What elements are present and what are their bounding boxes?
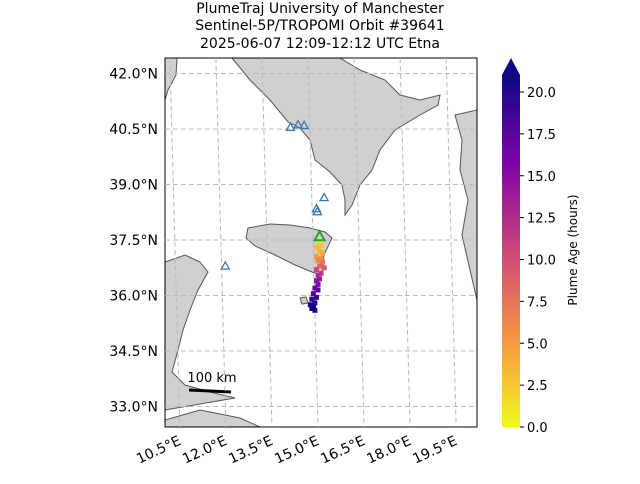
- plume-point: [315, 287, 321, 293]
- plume-point: [313, 254, 319, 260]
- y-tick-label: 33.0°N: [109, 400, 158, 416]
- grid-line: [215, 58, 227, 427]
- plume-point: [320, 259, 326, 265]
- volcano-marker: [299, 119, 310, 130]
- x-tick-label: 12.0°E: [180, 433, 229, 467]
- colorbar-tick-label: 12.5: [527, 212, 556, 227]
- x-tick-label: 10.5°E: [134, 433, 183, 467]
- volcano-marker: [220, 260, 231, 270]
- plume-point: [317, 239, 323, 245]
- y-tick-label: 39.0°N: [109, 178, 158, 194]
- land: [165, 58, 178, 101]
- map-frame: [164, 57, 478, 428]
- land: [454, 109, 477, 301]
- x-tick-label: 16.5°E: [318, 433, 367, 467]
- colorbar: [502, 75, 520, 427]
- volcano-marker: [285, 121, 296, 132]
- x-tick-label: 19.5°E: [410, 433, 459, 467]
- title-line: Sentinel-5P/TROPOMI Orbit #39641: [195, 18, 444, 34]
- land: [231, 58, 441, 217]
- plume-point: [310, 291, 316, 297]
- grid-line: [353, 58, 365, 427]
- land: [245, 223, 333, 276]
- plume-point: [317, 263, 323, 269]
- scale-bar: [188, 388, 232, 394]
- plume-point: [315, 281, 321, 287]
- plume-point: [317, 276, 323, 282]
- grid-line: [445, 58, 457, 427]
- grid-line: [261, 58, 273, 427]
- plume-point: [313, 278, 319, 284]
- x-tick-label: 15.0°E: [272, 433, 321, 467]
- title-line: 2025-06-07 12:09-12:12 UTC Etna: [200, 36, 440, 52]
- plume-point: [315, 272, 321, 278]
- volcano-marker: [319, 192, 330, 202]
- colorbar-tick-label: 10.0: [527, 254, 556, 269]
- grid-line: [307, 58, 319, 427]
- colorbar-tick-label: 2.5: [527, 379, 548, 394]
- map-land: [165, 58, 477, 427]
- plume-point: [315, 257, 321, 263]
- colorbar-tick-label: 0.0: [527, 421, 548, 436]
- volcano-marker: [292, 119, 304, 129]
- x-tick-label: 18.0°E: [364, 433, 413, 467]
- title-line: PlumeTraj University of Manchester: [196, 1, 444, 17]
- land: [165, 254, 236, 411]
- y-tick-label: 34.5°N: [109, 344, 158, 360]
- plume-point: [309, 296, 315, 302]
- y-tick-label: 37.5°N: [109, 233, 158, 249]
- colorbar-tick-label: 17.5: [527, 128, 556, 143]
- land: [299, 296, 309, 305]
- y-tick-label: 36.0°N: [109, 289, 158, 305]
- plume-point: [312, 300, 318, 306]
- plume-point: [313, 267, 319, 273]
- colorbar-extend: [502, 58, 520, 75]
- colorbar-tick-label: 20.0: [527, 86, 556, 101]
- plume-point: [312, 307, 318, 313]
- volcano-marker: [312, 206, 323, 216]
- plume-point: [312, 285, 318, 291]
- plume-point: [321, 265, 327, 271]
- plume-point: [320, 250, 326, 256]
- plume-point: [317, 248, 323, 254]
- colorbar-tick-label: 7.5: [527, 295, 548, 310]
- y-tick-label: 40.5°N: [109, 122, 158, 138]
- colorbar-label: Plume Age (hours): [566, 194, 580, 305]
- plume-point: [318, 270, 324, 276]
- source-marker: [312, 229, 327, 242]
- grid-line: [169, 58, 181, 427]
- colorbar-tick-label: 5.0: [527, 337, 548, 352]
- scale-label: 100 km: [187, 371, 236, 386]
- plume-point: [318, 256, 324, 261]
- plume-point: [318, 243, 324, 249]
- colorbar-tick-label: 15.0: [527, 170, 556, 185]
- plume-point: [313, 294, 319, 300]
- land: [165, 409, 261, 427]
- plume-point: [313, 244, 319, 250]
- y-tick-label: 42.0°N: [109, 67, 158, 83]
- plume-point: [307, 302, 313, 308]
- plume-point: [309, 305, 315, 311]
- grid-line: [399, 58, 411, 427]
- grid: [165, 58, 477, 427]
- x-tick-label: 13.5°E: [226, 433, 275, 467]
